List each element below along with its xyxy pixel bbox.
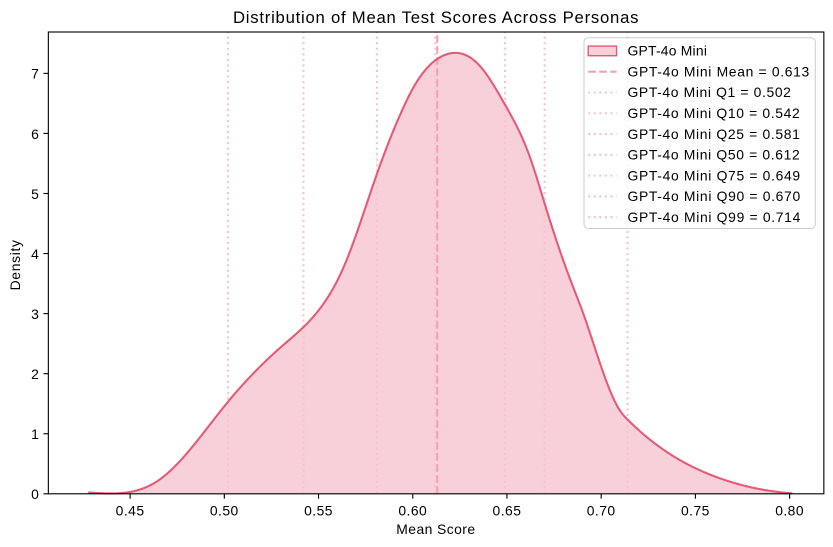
svg-text:GPT-4o Mini Mean = 0.613: GPT-4o Mini Mean = 0.613: [628, 63, 810, 79]
svg-text:7: 7: [31, 66, 39, 82]
svg-text:GPT-4o Mini Q1 = 0.502: GPT-4o Mini Q1 = 0.502: [628, 84, 792, 100]
svg-text:Density: Density: [7, 239, 23, 290]
svg-text:0.80: 0.80: [775, 502, 804, 518]
svg-text:0.45: 0.45: [116, 502, 145, 518]
svg-text:Distribution of Mean Test Scor: Distribution of Mean Test Scores Across …: [233, 8, 639, 27]
svg-text:3: 3: [31, 306, 39, 322]
svg-text:GPT-4o Mini Q10 = 0.542: GPT-4o Mini Q10 = 0.542: [628, 105, 801, 121]
svg-text:0.60: 0.60: [398, 502, 427, 518]
svg-text:5: 5: [31, 186, 39, 202]
svg-text:2: 2: [31, 366, 39, 382]
svg-text:6: 6: [31, 126, 39, 142]
svg-text:GPT-4o Mini Q75 = 0.649: GPT-4o Mini Q75 = 0.649: [628, 167, 801, 183]
svg-text:GPT-4o Mini: GPT-4o Mini: [628, 43, 708, 59]
svg-text:0.75: 0.75: [681, 502, 710, 518]
svg-text:4: 4: [31, 246, 39, 262]
svg-text:0.70: 0.70: [587, 502, 616, 518]
svg-text:GPT-4o Mini Q90 = 0.670: GPT-4o Mini Q90 = 0.670: [628, 188, 801, 204]
svg-text:0.65: 0.65: [493, 502, 522, 518]
svg-text:GPT-4o Mini Q99 = 0.714: GPT-4o Mini Q99 = 0.714: [628, 209, 802, 225]
svg-text:0: 0: [31, 486, 39, 502]
svg-text:1: 1: [31, 426, 39, 442]
svg-text:Mean Score: Mean Score: [396, 521, 475, 537]
svg-text:0.50: 0.50: [210, 502, 239, 518]
svg-text:GPT-4o Mini Q25 = 0.581: GPT-4o Mini Q25 = 0.581: [628, 126, 801, 142]
svg-text:GPT-4o Mini Q50 = 0.612: GPT-4o Mini Q50 = 0.612: [628, 147, 801, 163]
svg-text:0.55: 0.55: [304, 502, 333, 518]
